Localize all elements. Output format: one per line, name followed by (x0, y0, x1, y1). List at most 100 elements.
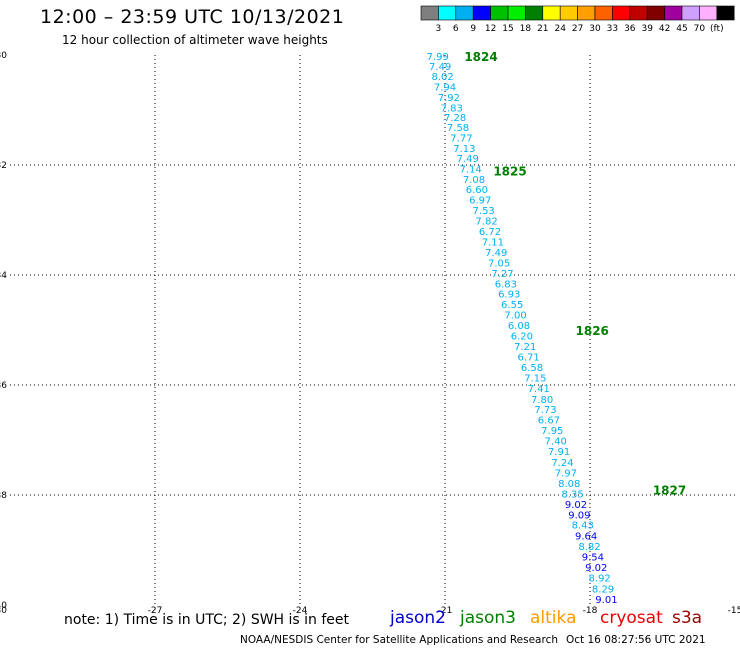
swh-point: 7.49 (485, 248, 507, 259)
swh-point: 6.83 (495, 279, 517, 290)
swh-point: 8.35 (561, 489, 583, 500)
swh-point: 6.97 (469, 196, 491, 207)
swh-point: 7.77 (450, 134, 472, 145)
page-subtitle: 12 hour collection of altimeter wave hei… (62, 33, 328, 47)
colorbar-label: 30 (589, 24, 601, 34)
colorbar-label: 33 (607, 24, 618, 34)
x-tick-label: -15 (728, 606, 740, 616)
swh-point: 7.11 (482, 237, 504, 248)
colorbar-swatch (664, 5, 683, 21)
colorbar-label: 42 (659, 24, 670, 34)
colorbar-swatch (681, 5, 700, 21)
y-tick-label: -38 (0, 491, 7, 501)
swh-point: 7.15 (524, 373, 546, 384)
swh-point: 9.09 (568, 510, 590, 521)
mission-s3a: s3a (672, 608, 703, 628)
swh-point: 7.40 (545, 437, 567, 448)
swh-point: 7.92 (438, 93, 460, 104)
colorbar-swatch (542, 5, 561, 21)
swh-point: 9.54 (582, 553, 604, 564)
colorbar-swatch (455, 5, 474, 21)
colorbar-swatch (559, 5, 578, 21)
swh-point: 7.83 (441, 103, 463, 114)
swh-point: 6.55 (501, 300, 523, 311)
colorbar-label: 9 (470, 24, 476, 34)
colorbar-label: 70 (694, 24, 706, 34)
swh-point: 7.49 (429, 62, 451, 73)
x-tick-label: -21 (438, 606, 453, 616)
swh-point: 7.00 (504, 311, 526, 322)
swh-point: 6.72 (479, 227, 501, 238)
colorbar-swatch (699, 5, 718, 21)
x-tick-label: -24 (293, 606, 308, 616)
swh-point: 7.27 (491, 269, 513, 280)
colorbar-swatch (420, 5, 439, 21)
swh-point: 7.41 (528, 384, 550, 395)
colorbar-swatch (646, 5, 665, 21)
swh-point: 8.92 (589, 574, 611, 585)
pass-label: 1825 (493, 165, 526, 179)
swh-point: 8.82 (578, 542, 600, 553)
swh-point: 6.58 (521, 363, 543, 374)
pass-label: 1826 (576, 324, 609, 338)
corner-label: -30 (0, 606, 7, 616)
swh-point: 7.73 (534, 405, 556, 416)
colorbar-swatch (490, 5, 509, 21)
colorbar-swatch (438, 5, 457, 21)
swh-point: 7.91 (548, 447, 570, 458)
swh-point: 6.60 (466, 185, 488, 196)
colorbar-label: 12 (485, 24, 496, 34)
colorbar-label: 3 (436, 24, 442, 34)
colorbar-label: 6 (453, 24, 459, 34)
y-tick-label: -36 (0, 381, 7, 391)
swh-point: 7.99 (427, 52, 449, 63)
colorbar-label: 39 (641, 24, 653, 34)
page-title: 12:00 – 23:59 UTC 10/13/2021 (40, 6, 345, 28)
colorbar-label: 45 (676, 24, 687, 34)
colorbar-label: 21 (537, 24, 548, 34)
colorbar-swatch (472, 5, 491, 21)
y-tick-label: -30 (0, 51, 7, 61)
timestamp: Oct 16 08:27:56 UTC 2021 (566, 634, 706, 646)
colorbar-label: (ft) (710, 24, 724, 34)
y-tick-label: -32 (0, 161, 7, 171)
colorbar-label: 15 (502, 24, 513, 34)
colorbar-label: 27 (572, 24, 583, 34)
swh-point: 7.53 (473, 206, 495, 217)
y-tick-label: -40 (0, 601, 7, 611)
swh-point: 7.95 (541, 426, 563, 437)
swh-point: 7.58 (447, 123, 469, 134)
colorbar-swatch (629, 5, 648, 21)
mission-jason3: jason3 (460, 608, 516, 628)
swh-point: 7.13 (453, 144, 475, 155)
x-tick-label: -18 (583, 606, 598, 616)
swh-point: 6.20 (511, 332, 533, 343)
swh-point: 7.80 (531, 395, 553, 406)
pass-label: 1827 (653, 484, 686, 498)
swh-point: 7.05 (488, 258, 510, 269)
swh-point: 9.02 (565, 500, 587, 511)
mission-jason2: jason2 (390, 608, 446, 628)
colorbar-swatch (594, 5, 613, 21)
mission-cryosat: cryosat (600, 608, 663, 628)
credits: NOAA/NESDIS Center for Satellite Applica… (240, 634, 558, 646)
swh-point: 6.08 (508, 321, 530, 332)
colorbar-swatch (507, 5, 526, 21)
footer-note: note: 1) Time is in UTC; 2) SWH is in fe… (64, 612, 350, 628)
swh-point: 8.29 (592, 585, 614, 596)
y-tick-label: -34 (0, 271, 7, 281)
swh-point: 8.02 (431, 72, 453, 83)
colorbar-swatch (612, 5, 631, 21)
swh-point: 7.14 (459, 164, 481, 175)
colorbar-swatch (577, 5, 596, 21)
colorbar-label: 24 (554, 24, 566, 34)
colorbar-swatch (525, 5, 544, 21)
pass-label: 1824 (464, 50, 497, 64)
swh-point: 8.43 (572, 521, 594, 532)
swh-point: 7.28 (444, 113, 466, 124)
swh-point: 9.64 (575, 532, 597, 543)
swh-point: 8.08 (558, 479, 580, 490)
swh-point: 7.21 (514, 342, 536, 353)
swh-point: 7.94 (434, 82, 456, 93)
